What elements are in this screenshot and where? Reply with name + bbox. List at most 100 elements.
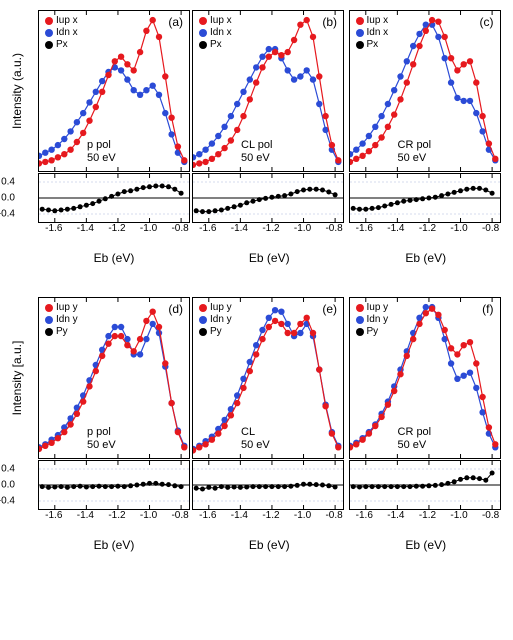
polarization-plot (349, 460, 501, 510)
x-ticks: -1.6 -1.4 -1.2 -1.0 -0.8 (38, 510, 188, 524)
x-tick-label: -1.6 (356, 223, 373, 234)
legend: Iup y Idn y Py (356, 302, 389, 338)
legend-dot (199, 41, 207, 49)
legend-dot (45, 41, 53, 49)
legend-dot (356, 328, 364, 336)
legend-dot (199, 17, 207, 25)
x-ticks: -1.6-1.4-1.2-1.0-0.8 (192, 223, 342, 237)
legend-label: Iup x (367, 15, 389, 27)
legend-item: Iup y (356, 302, 389, 314)
legend-item: Iup x (45, 15, 78, 27)
annotation-line: CR pol (398, 426, 432, 439)
panel-letter: (d) (168, 302, 183, 316)
x-ticks: -1.6-1.4-1.2-1.0-0.8 (192, 510, 342, 524)
x-tick-label: -1.0 (450, 223, 467, 234)
annotation-line: CL (241, 426, 270, 439)
x-tick-label: -1.2 (108, 510, 125, 521)
legend-dot (356, 304, 364, 312)
y-tick-label: -0.4 (0, 209, 15, 220)
x-tick-label: -1.6 (199, 510, 216, 521)
annotation: p pol50 eV (87, 426, 116, 452)
legend-item: Iup x (356, 15, 389, 27)
panel-a: Intensity (a.u.) Iup x Idn x Px (a) p po… (38, 10, 190, 265)
legend: Iup x Idn x Px (199, 15, 232, 51)
legend-dot (356, 41, 364, 49)
legend-item: Px (199, 39, 232, 51)
legend-item: Py (45, 326, 78, 338)
legend-label: Idn x (210, 27, 232, 39)
polarization-plot: -0.40.00.4 (38, 173, 190, 223)
annotation-line: 50 eV (398, 152, 432, 165)
panel-letter: (c) (480, 15, 494, 29)
intensity-plot: Iup y Idn y Py (e) CL50 eV (192, 297, 344, 459)
legend-label: Py (56, 326, 68, 338)
legend-label: Px (367, 39, 379, 51)
annotation-line: p pol (87, 426, 116, 439)
legend-dot (199, 304, 207, 312)
legend-item: Idn y (356, 314, 389, 326)
x-tick-label: -1.4 (77, 223, 94, 234)
x-axis-label: Eb (eV) (349, 538, 504, 552)
x-tick-label: -1.4 (231, 510, 248, 521)
panel-letter: (a) (168, 15, 183, 29)
legend-dot (356, 17, 364, 25)
x-tick-label: -1.4 (387, 510, 404, 521)
legend-item: Iup y (199, 302, 232, 314)
legend-item: Iup y (45, 302, 78, 314)
legend-dot (199, 316, 207, 324)
panel-letter: (b) (322, 15, 337, 29)
legend-dot (199, 29, 207, 37)
y-tick-label: 0.0 (1, 480, 15, 491)
x-axis-label: Eb (eV) (192, 251, 347, 265)
x-tick-label: -1.0 (140, 510, 157, 521)
intensity-plot: Iup y Idn y Py (f) CR pol50 eV (349, 297, 501, 459)
x-ticks: -1.6-1.4-1.2-1.0-0.8 (38, 223, 188, 237)
annotation: CL pol50 eV (241, 139, 272, 165)
x-tick-label: -1.2 (108, 223, 125, 234)
x-tick-label: -0.8 (482, 223, 499, 234)
x-axis-label: Eb (eV) (38, 538, 190, 552)
legend: Iup y Idn y Py (45, 302, 78, 338)
x-tick-label: -1.4 (77, 510, 94, 521)
legend-item: Iup x (199, 15, 232, 27)
legend-item: Px (356, 39, 389, 51)
polarization-plot: -0.40.00.4 (38, 460, 190, 510)
annotation-line: 50 eV (241, 152, 272, 165)
panel-e: Iup y Idn y Py (e) CL50 eV -1.6-1.4-1.2-… (192, 297, 347, 552)
annotation: p pol50 eV (87, 139, 116, 165)
x-tick-label: -1.0 (294, 223, 311, 234)
x-tick-label: -0.8 (171, 510, 188, 521)
x-tick-label: -1.6 (45, 510, 62, 521)
annotation-line: 50 eV (241, 439, 270, 452)
legend-label: Idn x (367, 27, 389, 39)
legend-item: Idn x (199, 27, 232, 39)
legend-label: Iup y (367, 302, 389, 314)
x-tick-label: -1.2 (419, 510, 436, 521)
legend-label: Idn y (210, 314, 232, 326)
legend-item: Idn y (199, 314, 232, 326)
x-tick-label: -0.8 (171, 223, 188, 234)
x-axis-label: Eb (eV) (38, 251, 190, 265)
y-tick-label: 0.0 (1, 193, 15, 204)
legend-label: Px (210, 39, 222, 51)
figure-grid: Intensity (a.u.) Iup x Idn x Px (a) p po… (10, 10, 503, 552)
legend-dot (356, 316, 364, 324)
legend-dot (45, 328, 53, 336)
legend-label: Iup y (210, 302, 232, 314)
legend-dot (45, 29, 53, 37)
annotation-line: 50 eV (87, 439, 116, 452)
x-tick-label: -1.6 (356, 510, 373, 521)
polarization-plot (192, 460, 344, 510)
x-ticks: -1.6-1.4-1.2-1.0-0.8 (349, 223, 499, 237)
legend: Iup x Idn x Px (45, 15, 78, 51)
legend-label: Iup x (56, 15, 78, 27)
x-tick-label: -1.4 (387, 223, 404, 234)
legend-dot (356, 29, 364, 37)
legend-label: Py (367, 326, 379, 338)
legend-label: Px (56, 39, 68, 51)
y-tick-label: 0.4 (1, 177, 15, 188)
panel-c: Iup x Idn x Px (c) CR pol50 eV -1.6-1.4-… (349, 10, 504, 265)
y-tick-label: 0.4 (1, 464, 15, 475)
legend-item: Py (356, 326, 389, 338)
legend-label: Iup y (56, 302, 78, 314)
